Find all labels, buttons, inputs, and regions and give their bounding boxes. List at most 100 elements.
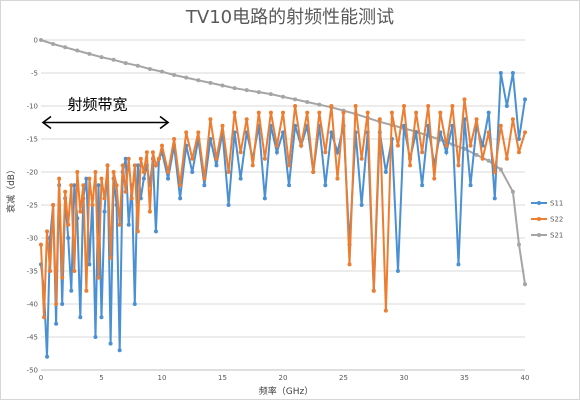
data-point-s22 [220, 123, 225, 128]
series-line-s21 [40, 39, 526, 285]
x-tick-label: 40 [521, 374, 530, 382]
data-point-s11 [226, 203, 231, 207]
data-point-s22 [353, 104, 358, 108]
data-point-s22 [172, 137, 177, 141]
data-point-s22 [474, 117, 479, 122]
data-point-s11 [93, 335, 98, 339]
data-point-s22 [214, 156, 219, 161]
legend-marker-s11 [537, 201, 541, 205]
chart-title: TV10电路的射频性能测试 [185, 7, 394, 28]
data-point-s21 [147, 67, 152, 72]
data-point-s22 [456, 163, 461, 168]
data-point-s22 [232, 110, 237, 115]
data-point-s21 [256, 90, 261, 95]
data-point-s22 [42, 315, 47, 320]
data-point-s22 [341, 110, 346, 115]
data-point-s21 [510, 189, 515, 194]
data-point-s22 [184, 130, 189, 135]
data-point-s22 [329, 104, 334, 108]
series-s21 [39, 38, 527, 287]
y-tick-label: -35 [27, 268, 38, 276]
data-point-s11 [359, 203, 364, 207]
data-point-s11 [153, 229, 158, 234]
legend-label-s21: S21 [550, 232, 563, 240]
data-point-s22 [48, 269, 53, 273]
data-point-s11 [262, 196, 267, 201]
data-point-s11 [492, 196, 497, 201]
data-point-s22 [66, 222, 71, 227]
data-point-s22 [81, 183, 86, 188]
x-tick-label: 35 [460, 374, 469, 382]
data-point-s22 [156, 156, 161, 161]
data-point-s11 [468, 183, 473, 188]
data-point-s22 [299, 143, 304, 148]
bandwidth-arrow-right-head [159, 115, 170, 130]
data-point-s22 [287, 163, 292, 168]
data-point-s21 [51, 41, 56, 46]
data-point-s11 [69, 288, 74, 293]
data-point-s11 [123, 156, 128, 161]
y-tick-label: -15 [27, 136, 38, 144]
data-point-s22 [468, 143, 473, 148]
data-point-s11 [414, 130, 419, 135]
data-point-s22 [135, 229, 140, 234]
data-point-s22 [516, 150, 521, 155]
data-point-s22 [93, 170, 98, 174]
data-point-s22 [420, 150, 425, 155]
data-point-s11 [516, 137, 521, 141]
data-point-s11 [108, 341, 113, 346]
data-point-s21 [184, 75, 189, 80]
data-point-s11 [274, 150, 279, 155]
data-point-s22 [108, 255, 113, 260]
data-point-s21 [474, 152, 479, 157]
data-point-s11 [202, 183, 207, 188]
data-point-s11 [214, 163, 219, 168]
data-point-s22 [256, 110, 261, 115]
data-point-s22 [250, 163, 255, 168]
data-point-s11 [444, 150, 449, 155]
data-point-s22 [238, 150, 243, 155]
data-point-s22 [60, 275, 65, 280]
data-point-s22 [371, 288, 376, 293]
legend: S11 S22 S21 [531, 200, 563, 240]
x-tick-label: 30 [400, 374, 409, 382]
data-point-s22 [51, 203, 56, 207]
data-point-s11 [117, 348, 122, 353]
data-point-s11 [287, 183, 292, 188]
data-point-s22 [317, 110, 322, 115]
data-point-s11 [99, 315, 104, 320]
data-point-s22 [347, 262, 352, 267]
y-tick-label: -25 [27, 202, 38, 210]
data-point-s11 [395, 269, 400, 273]
data-point-s22 [141, 170, 146, 174]
bandwidth-label: 射频带宽 [68, 96, 128, 114]
data-point-s22 [444, 143, 449, 148]
y-tick-labels: 0 -5 -10 -15 -20 -25 -30 -35 -40 -45 -50 [27, 37, 38, 375]
data-point-s22 [462, 97, 467, 102]
data-point-s22 [414, 110, 419, 115]
data-point-s22 [153, 163, 158, 168]
data-point-s22 [408, 163, 413, 168]
data-point-s11 [190, 170, 195, 174]
data-point-s22 [202, 176, 207, 181]
data-point-s22 [523, 130, 527, 135]
data-point-s11 [45, 354, 50, 359]
y-tick-label: -45 [27, 334, 38, 342]
data-point-s22 [63, 189, 68, 194]
data-point-s22 [144, 150, 149, 155]
data-point-s22 [84, 288, 89, 293]
data-point-s21 [268, 92, 273, 97]
x-tick-label: 10 [158, 374, 167, 382]
legend-label-s22: S22 [550, 216, 563, 224]
y-tick-label: -50 [27, 367, 38, 375]
data-point-s21 [39, 38, 43, 42]
data-point-s11 [126, 222, 131, 227]
x-axis-title: 频率（GHz） [259, 385, 313, 397]
data-point-s22 [432, 176, 437, 181]
data-point-s22 [389, 110, 394, 115]
data-point-s11 [523, 97, 527, 102]
data-point-s22 [293, 104, 298, 108]
data-point-s22 [244, 117, 249, 122]
data-point-s11 [132, 302, 137, 306]
